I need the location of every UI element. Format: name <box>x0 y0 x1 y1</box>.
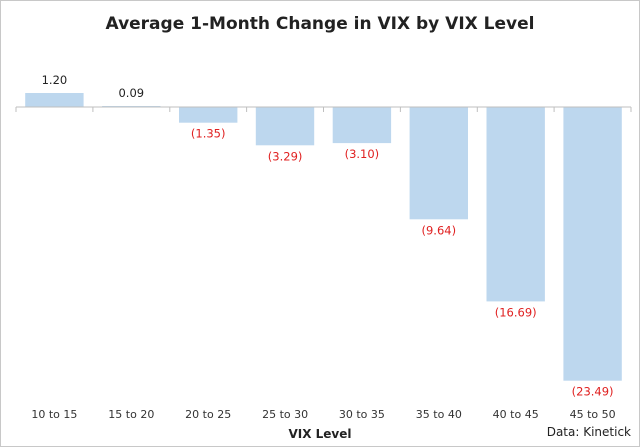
x-tick-label: 35 to 40 <box>416 408 462 421</box>
data-label: (9.64) <box>422 223 457 237</box>
x-tick-label: 10 to 15 <box>31 408 77 421</box>
bar-35-to-40 <box>409 107 468 220</box>
x-tick-label: 45 to 50 <box>570 408 616 421</box>
source-note: Data: Kinetick <box>547 425 631 439</box>
bar-10-to-15 <box>25 93 84 107</box>
x-tick-label: 20 to 25 <box>185 408 231 421</box>
data-label: 0.09 <box>118 86 144 100</box>
bar-30-to-35 <box>332 107 392 144</box>
bar-40-to-45 <box>486 107 545 302</box>
labels-group: 10 to 15 15 to 20 20 to 25 25 to 30 30 to 35… <box>31 73 615 421</box>
bar-20-to-25 <box>179 107 238 123</box>
x-tick-label: 15 to 20 <box>108 408 154 421</box>
x-axis-title: VIX Level <box>288 427 351 441</box>
bar-45-to-50 <box>563 107 622 381</box>
data-label: (23.49) <box>572 385 614 399</box>
bar-25-to-30 <box>255 107 315 146</box>
x-tick-label: 25 to 30 <box>262 408 308 421</box>
axis-group <box>15 106 632 112</box>
data-label: (3.29) <box>268 149 303 163</box>
chart-title: Average 1-Month Change in VIX by VIX Lev… <box>106 14 535 34</box>
data-label: (16.69) <box>495 305 537 319</box>
x-tick-label: 40 to 45 <box>493 408 539 421</box>
data-label: 1.20 <box>42 73 68 87</box>
x-tick-label: 30 to 35 <box>339 408 385 421</box>
data-label: (3.10) <box>345 147 380 161</box>
data-label: (1.35) <box>191 127 226 141</box>
bars-group <box>25 93 622 381</box>
